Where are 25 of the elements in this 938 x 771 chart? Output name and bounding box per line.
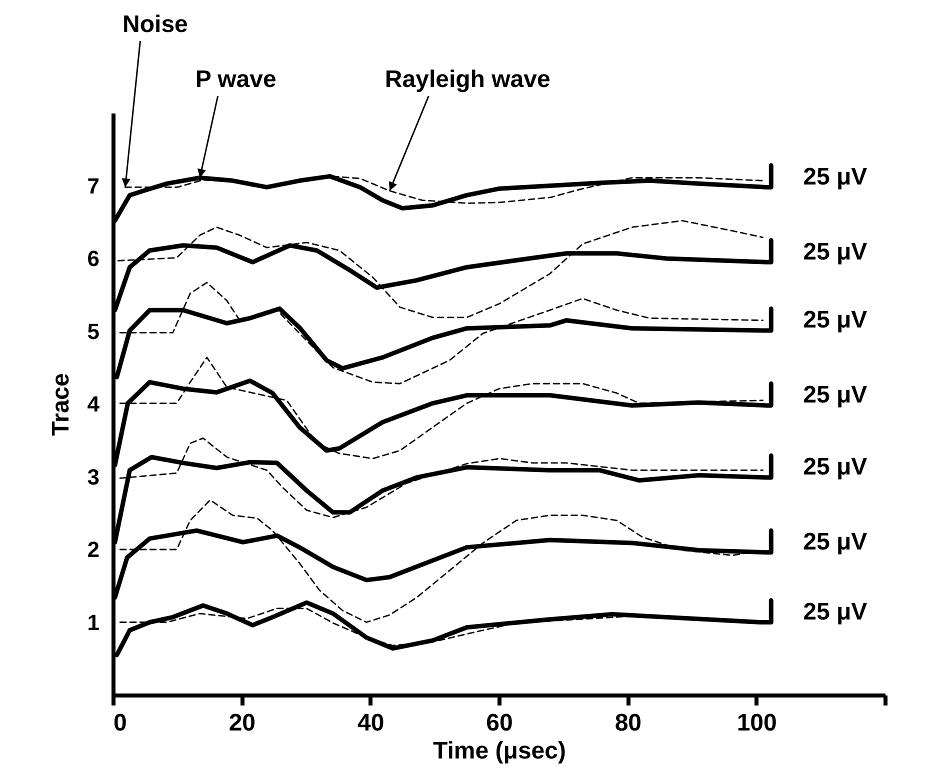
annotation: 25 μV: [803, 454, 868, 481]
x-tick-label: 20: [228, 710, 256, 736]
y-tick-label: 7: [87, 173, 100, 198]
annotation: 25 μV: [803, 238, 868, 266]
annotation: P wave: [195, 66, 276, 93]
x-axis-title: Time (μsec): [433, 738, 566, 764]
annotation: Noise: [122, 11, 188, 38]
annotation: 25 μV: [803, 382, 868, 409]
x-tick-label: 40: [357, 710, 384, 736]
annotation: 25 μV: [803, 528, 868, 556]
annotation: 25 μV: [803, 306, 868, 334]
y-tick-label: 2: [87, 537, 100, 562]
x-tick-label: 60: [486, 710, 513, 736]
annotation: 25 μV: [803, 163, 868, 190]
x-tick-label: 80: [614, 710, 642, 736]
annotation: 25 μV: [803, 598, 868, 626]
y-tick-label: 3: [87, 464, 100, 490]
y-tick-label: 4: [87, 392, 100, 416]
y-tick-label: 5: [87, 318, 100, 344]
y-tick-label: 1: [87, 610, 100, 635]
x-tick-label: 100: [736, 710, 777, 736]
x-tick-label: 0: [114, 710, 127, 736]
annotation: Rayleigh wave: [384, 66, 550, 93]
y-axis-title: Trace: [47, 373, 74, 436]
y-tick-label: 6: [87, 246, 100, 271]
